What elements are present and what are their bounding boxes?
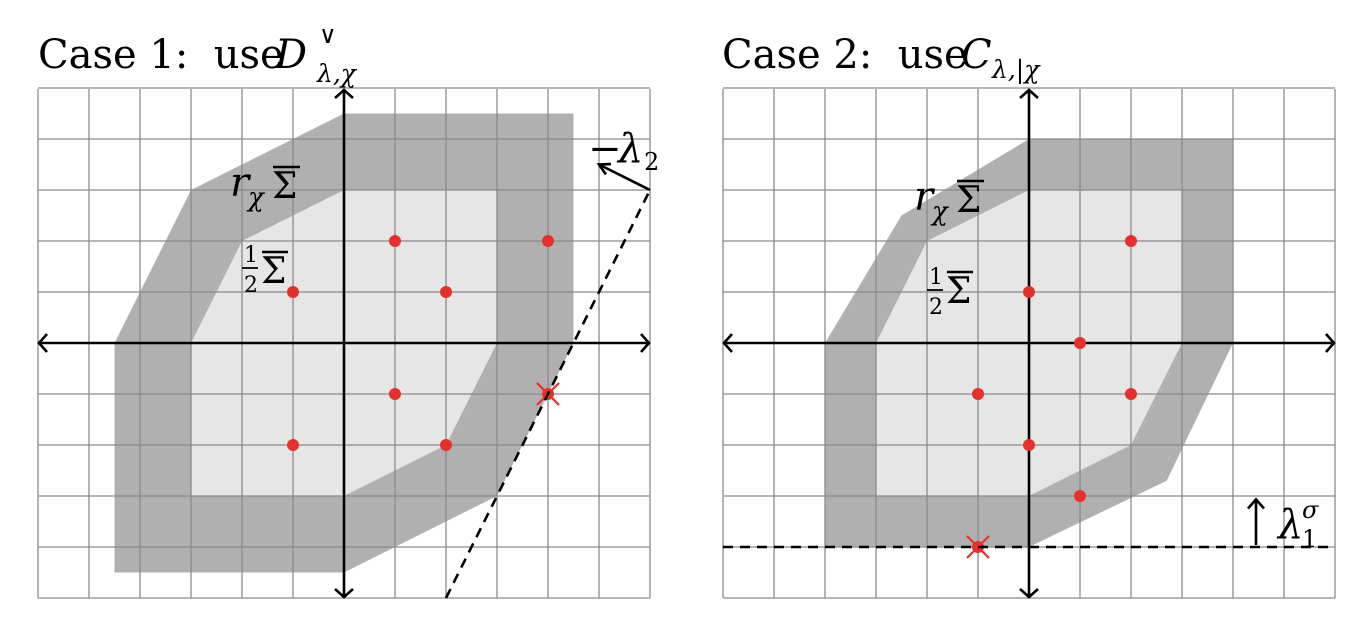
y-axis-arrow-down: [334, 588, 354, 599]
x-axis-arrow-left: [722, 333, 733, 353]
lattice-point: [287, 439, 299, 451]
lattice-point: [440, 286, 452, 298]
y-axis-arrow-up: [334, 88, 354, 99]
y-axis-arrow-up: [1019, 88, 1039, 99]
lattice-point: [389, 388, 401, 400]
lattice-point: [389, 235, 401, 247]
panel-case-1: Case 1: use D ∨ λ,χ r χ Σ 1 2 Σ − λ 2: [37, 21, 659, 599]
panel-title: Case 1: use: [38, 32, 296, 78]
line-label-sub: 1: [1302, 525, 1317, 553]
inner-label-sigma: Σ: [261, 251, 286, 292]
title-symbol: C: [961, 32, 992, 78]
lattice-point: [287, 286, 299, 298]
title-subscript: λ,|χ: [991, 55, 1041, 85]
normal-arrow-head: [1247, 497, 1265, 510]
panel-case-2: Case 2: use C λ,|χ r χ Σ 1 2 Σ λ σ 1: [722, 32, 1336, 599]
panel-title: Case 2: use: [722, 32, 980, 78]
lattice-point: [1023, 439, 1035, 451]
lattice-point: [1125, 388, 1137, 400]
outer-label-sigma: Σ: [272, 166, 297, 207]
outer-label-r: r: [914, 174, 936, 220]
x-axis-arrow-right: [640, 333, 651, 353]
lattice-point: [542, 235, 554, 247]
title-superscript: ∨: [319, 21, 337, 49]
x-axis-arrow-right: [1325, 333, 1336, 353]
inner-label-den: 2: [929, 295, 943, 320]
outer-label-r: r: [230, 160, 252, 206]
outer-label-sigma: Σ: [956, 180, 981, 221]
line-label-lambda: λ: [616, 126, 643, 172]
lattice-point: [440, 439, 452, 451]
lattice-point: [1023, 286, 1035, 298]
outer-label-chi: χ: [930, 197, 950, 227]
lattice-point: [972, 388, 984, 400]
title-subscript: λ,χ: [316, 59, 358, 88]
y-axis-arrow-down: [1019, 588, 1039, 599]
inner-label-num: 1: [244, 243, 258, 268]
lattice-point: [1074, 490, 1086, 502]
inner-label-sigma: Σ: [946, 271, 971, 312]
inner-label-den: 2: [244, 273, 258, 298]
dashed-line: [444, 189, 652, 599]
line-label-sup: σ: [1302, 496, 1319, 524]
title-prefix: Case 2: use: [722, 32, 980, 78]
x-axis-arrow-left: [37, 333, 48, 353]
inner-label-num: 1: [929, 265, 943, 290]
line-label-minus: −: [588, 126, 622, 172]
normal-arrow: [598, 163, 651, 192]
line-label-sub: 2: [644, 148, 659, 176]
line-label-lambda: λ: [1276, 502, 1303, 548]
normal-arrow-head: [596, 162, 612, 176]
lattice-point: [1074, 337, 1086, 349]
lattice-point: [1125, 235, 1137, 247]
outer-label-chi: χ: [246, 183, 266, 213]
title-symbol: D: [274, 32, 307, 78]
title-prefix: Case 1: use: [38, 32, 296, 78]
